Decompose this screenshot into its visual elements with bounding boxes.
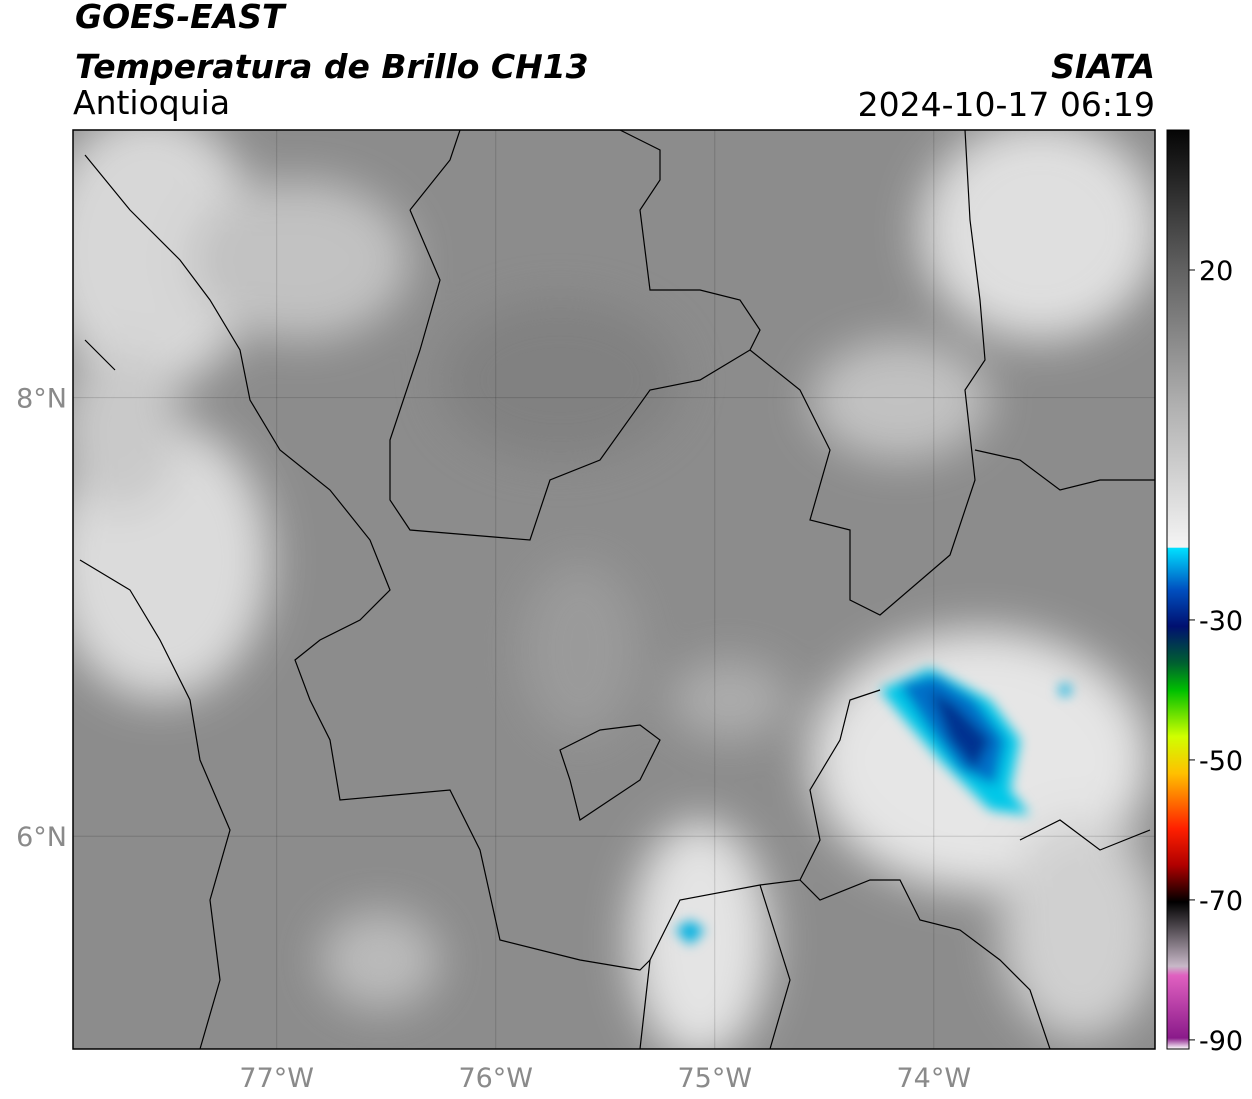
lon-tick-label: 76°W: [458, 1063, 533, 1094]
map-frame: [72, 129, 1156, 1050]
lat-tick-label: 6°N: [16, 822, 67, 853]
borders: [79, 130, 1155, 1049]
source: SIATA: [1051, 47, 1155, 86]
satellite-image: [73, 130, 1155, 1049]
title: GOES-EAST: [75, 0, 287, 36]
colorbar-tick-label: -90: [1199, 1026, 1243, 1057]
lon-tick-label: 75°W: [677, 1063, 752, 1094]
datetime: 2024-10-17 06:19: [858, 85, 1155, 124]
colorbar: [1166, 129, 1190, 1050]
colorbar-tick-label: -50: [1199, 746, 1243, 777]
lat-tick-label: 8°N: [16, 384, 67, 415]
colorbar-tick-label: -70: [1199, 886, 1243, 917]
lon-tick-label: 74°W: [897, 1063, 972, 1094]
lon-tick-label: 77°W: [239, 1063, 314, 1094]
colorbar-tick-label: -30: [1199, 606, 1243, 637]
colorbar-tick-label: 20: [1199, 256, 1233, 287]
subtitle: Temperatura de Brillo CH13: [75, 47, 589, 86]
region: Antioquia: [73, 83, 230, 122]
